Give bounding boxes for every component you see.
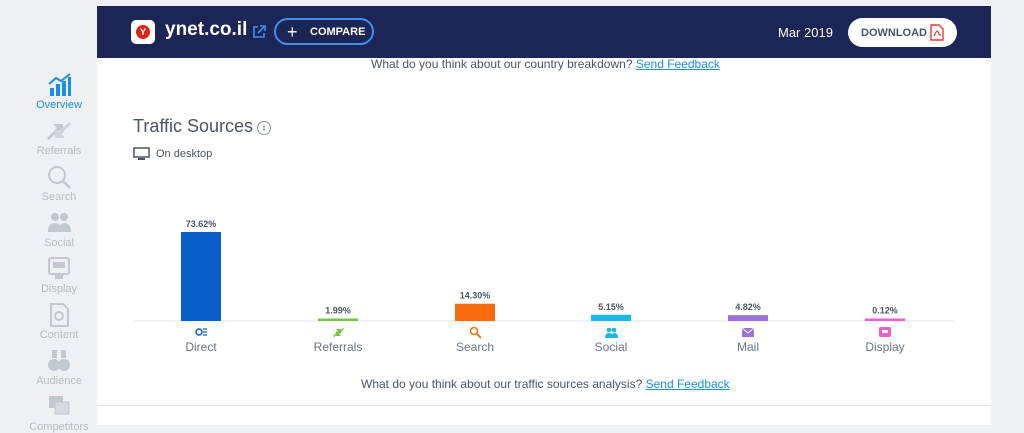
mail-icon [741,327,755,337]
site-header: Y ynet.co.il + COMPARE Mar 2019 DOWNLOAD [97,6,991,58]
display-ad-icon [48,257,70,279]
referrals-icon [333,328,344,337]
sidebar-item-label: Content [39,329,79,341]
site-logo: Y [131,20,155,44]
display-icon [879,327,891,337]
data-label: 1.99% [325,306,351,316]
sidebar-item-audience[interactable]: Audience [0,348,118,387]
country-send-feedback-link[interactable]: Send Feedback [635,57,720,71]
tick-label: Display [865,340,904,354]
search-icon [469,326,482,339]
bar-display[interactable] [865,318,905,322]
traffic-send-feedback-link[interactable]: Send Feedback [645,377,730,391]
bar-social[interactable] [591,314,631,321]
tick-label: Social [595,340,628,354]
referrals-arrows-icon [47,122,71,140]
bar-referrals[interactable] [318,318,358,322]
data-label: 0.12% [872,306,898,316]
binoculars-icon [48,350,70,371]
bar-direct[interactable] [181,232,221,321]
tick-label: Search [456,340,494,354]
section-divider [97,405,991,406]
sidebar-item-label: Display [40,283,78,295]
sidebar: Overview Referrals Search Social Display [0,60,96,433]
country-feedback: What do you think about our country brea… [371,57,720,71]
data-label: 4.82% [735,302,761,312]
direct-icon [195,328,207,336]
sidebar-item-label: Referrals [36,145,82,157]
bar-search[interactable] [455,303,495,321]
sidebar-item-display[interactable]: Display [0,256,118,295]
download-label: DOWNLOAD [861,27,927,39]
device-label: On desktop [156,148,213,160]
data-label: 14.30% [460,291,491,301]
date-selector[interactable]: Mar 2019 [778,25,833,40]
content-page-icon [50,303,69,327]
data-label: 73.62% [186,219,217,229]
compare-button[interactable]: + COMPARE [274,18,374,45]
sidebar-item-content[interactable]: Content [0,302,118,341]
sidebar-item-label: Audience [36,375,82,387]
search-icon [48,166,71,189]
competitors-icon [49,396,70,415]
social-icon [605,327,618,338]
chart-bars-icon [48,73,71,96]
external-link-icon[interactable] [251,24,267,40]
data-label: 5.15% [598,302,624,312]
traffic-feedback-text: What do you think about our traffic sour… [361,377,643,391]
bar-mail[interactable] [728,315,768,321]
tick-label: Direct [185,340,217,354]
country-feedback-text: What do you think about our country brea… [371,57,633,71]
traffic-feedback: What do you think about our traffic sour… [361,377,730,391]
download-button[interactable]: DOWNLOAD [848,18,957,47]
pdf-icon [930,24,944,41]
tick-label: Referrals [314,340,363,354]
plus-icon: + [287,22,298,42]
site-logo-letter: Y [136,25,150,39]
sidebar-item-label: Overview [36,99,82,111]
info-icon[interactable]: i [257,121,271,135]
sidebar-item-social[interactable]: Social [0,210,118,249]
sidebar-item-label: Search [41,191,77,203]
site-name: ynet.co.il [165,19,248,40]
sidebar-item-search[interactable]: Search [0,164,118,203]
tick-label: Mail [737,340,759,354]
sidebar-item-label: Social [44,237,74,249]
section-title: Traffic Sources [133,116,254,136]
compare-label: COMPARE [310,26,366,38]
main-panel [97,6,991,425]
sidebar-item-overview[interactable]: Overview [0,72,118,111]
sidebar-item-referrals[interactable]: Referrals [0,118,118,157]
social-people-icon [48,213,71,232]
desktop-icon [133,147,150,160]
